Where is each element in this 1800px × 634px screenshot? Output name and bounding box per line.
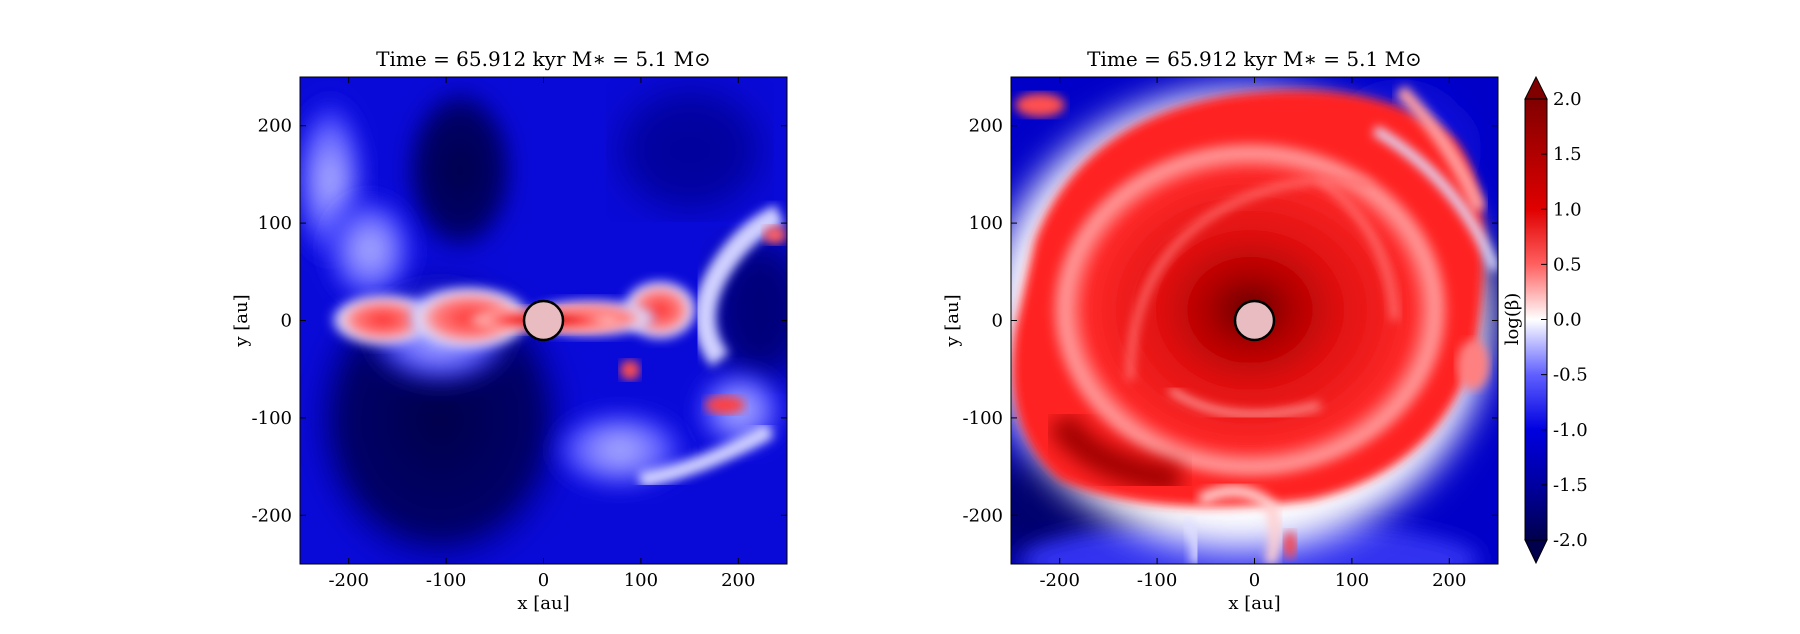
colorbar-tick-label: 1.5 [1553, 144, 1582, 165]
left-title: Time = 65.912 kyr M∗ = 5.1 M⊙ [376, 47, 711, 71]
left-ticks: -200 -100 0 100 200 200 100 0 -100 -200 [252, 77, 787, 591]
right-ytick-label: -200 [963, 505, 1003, 526]
left-ylabel: y [au] [231, 294, 252, 347]
left-star-marker [522, 299, 565, 342]
right-xtick-label: -100 [1137, 570, 1177, 591]
left-xtick-label: -100 [426, 570, 466, 591]
left-ytick-label: -200 [252, 505, 292, 526]
right-ylabel: y [au] [942, 294, 963, 347]
colorbar-tick-label: -1.5 [1553, 475, 1588, 496]
right-xlabel: x [au] [1228, 593, 1280, 614]
right-panel: -200 -100 0 100 200 200 100 0 -100 -200 Time = 65… [942, 47, 1499, 614]
right-ytick-label: -100 [963, 408, 1003, 429]
right-ticks: -200 -100 0 100 200 200 100 0 -100 -200 [963, 77, 1498, 591]
colorbar-tick-label: 0.0 [1553, 310, 1582, 331]
left-heatmap [300, 77, 787, 564]
left-xtick-label: 200 [721, 570, 755, 591]
colorbar-tick-label: 0.5 [1553, 254, 1582, 275]
left-xtick-label: 100 [624, 570, 658, 591]
right-xtick-label: -200 [1039, 570, 1079, 591]
left-ytick-label: 100 [258, 213, 292, 234]
colorbar-label: log(β) [1502, 293, 1523, 346]
colorbar-tick-label: -1.0 [1553, 420, 1588, 441]
colorbar-ticks: 2.0 1.5 1.0 0.5 0.0 -0.5 -1.0 -1.5 -2.0 [1541, 89, 1588, 551]
right-ytick-label: 0 [992, 311, 1003, 332]
left-xlabel: x [au] [517, 593, 569, 614]
left-ytick-label: 200 [258, 116, 292, 137]
colorbar-tick-label: 1.0 [1553, 199, 1582, 220]
colorbar-extend-bottom [1524, 539, 1548, 565]
right-heatmap [1011, 77, 1498, 564]
left-xtick-label: 0 [538, 570, 549, 591]
colorbar-tick-label: -0.5 [1553, 365, 1588, 386]
right-xtick-label: 200 [1432, 570, 1466, 591]
right-ytick-label: 200 [969, 116, 1003, 137]
left-xtick-label: -200 [328, 570, 368, 591]
right-xtick-label: 100 [1335, 570, 1369, 591]
colorbar: 2.0 1.5 1.0 0.5 0.0 -0.5 -1.0 -1.5 -2.0 log(β) [1502, 75, 1588, 565]
left-panel: -200 -100 0 100 200 200 100 0 -100 -200 Time = 65… [231, 47, 788, 614]
right-ytick-label: 100 [969, 213, 1003, 234]
right-star-marker [1233, 299, 1276, 342]
colorbar-extend-top [1524, 75, 1548, 100]
colorbar-tick-label: 2.0 [1553, 89, 1582, 110]
right-xtick-label: 0 [1249, 570, 1260, 591]
right-title: Time = 65.912 kyr M∗ = 5.1 M⊙ [1087, 47, 1422, 71]
left-ytick-label: -100 [252, 408, 292, 429]
colorbar-tick-label: -2.0 [1553, 530, 1588, 551]
left-ytick-label: 0 [281, 311, 292, 332]
